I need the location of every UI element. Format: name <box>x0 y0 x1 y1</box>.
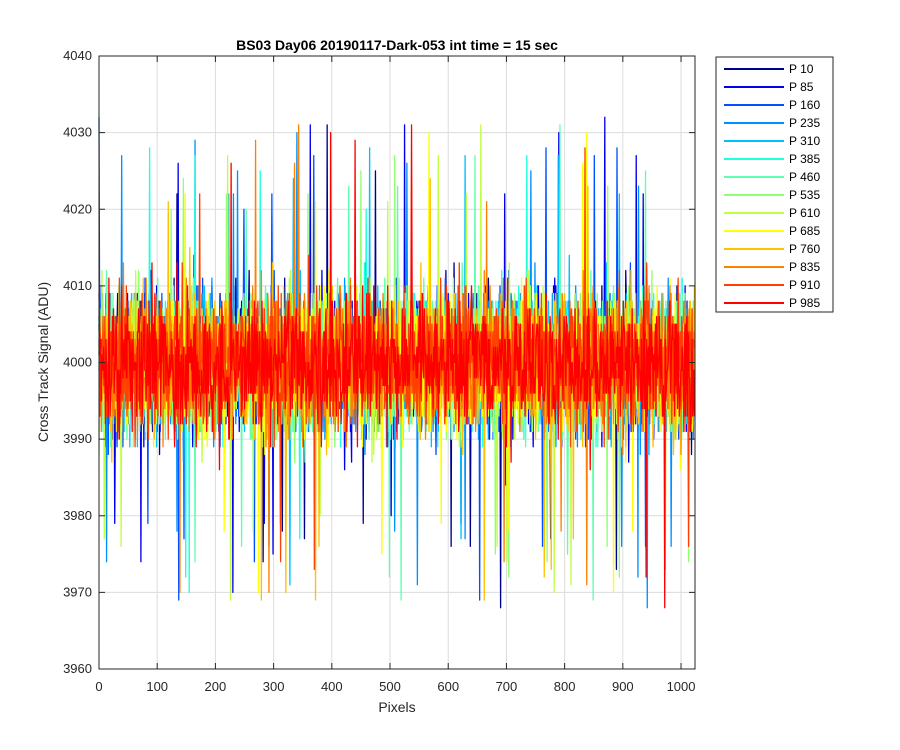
legend-entry-label: P 760 <box>789 242 820 256</box>
legend-entry-label: P 910 <box>789 278 820 292</box>
x-tick-label: 100 <box>146 679 168 694</box>
y-tick-label: 4010 <box>63 278 92 293</box>
legend-entry-label: P 460 <box>789 170 820 184</box>
series-line-p985 <box>98 124 696 609</box>
legend-entry-label: P 10 <box>789 62 814 76</box>
y-tick-label: 3970 <box>63 584 92 599</box>
x-tick-label: 700 <box>496 679 518 694</box>
legend-entry-label: P 385 <box>789 152 820 166</box>
x-tick-label: 800 <box>554 679 576 694</box>
series-layer <box>98 116 696 609</box>
legend-box <box>715 56 834 313</box>
x-axis-label: Pixels <box>378 699 415 715</box>
chart-title: BS03 Day06 20190117-Dark-053 int time = … <box>236 37 558 53</box>
legend-entry-label: P 85 <box>789 80 814 94</box>
legend-entry-label: P 985 <box>789 296 820 310</box>
y-axis-label: Cross Track Signal (ADU) <box>35 282 51 442</box>
x-tick-label: 500 <box>379 679 401 694</box>
x-tick-label: 900 <box>612 679 634 694</box>
legend-entry-label: P 160 <box>789 98 820 112</box>
y-tick-label: 3980 <box>63 508 92 523</box>
y-tick-label: 4020 <box>63 201 92 216</box>
x-tick-label: 200 <box>205 679 227 694</box>
legend-entry-label: P 535 <box>789 188 820 202</box>
ticks: 0 100 200 300 400 500 600 700 800 900 1000 3960 3970… <box>63 48 695 694</box>
x-tick-label: 400 <box>321 679 343 694</box>
legend-entry-label: P 310 <box>789 134 820 148</box>
legend-entry-label: P 685 <box>789 224 820 238</box>
y-tick-label: 3960 <box>63 661 92 676</box>
legend-entry-label: P 835 <box>789 260 820 274</box>
x-tick-label: 600 <box>437 679 459 694</box>
legend-entry-label: P 235 <box>789 116 820 130</box>
y-tick-label: 4000 <box>63 355 92 370</box>
legend: P 10 P 85 P 160 P 235 P 310 P 385 P 460 P 535 P … <box>715 56 834 313</box>
y-tick-label: 4040 <box>63 48 92 63</box>
x-tick-label: 0 <box>95 679 102 694</box>
x-tick-label: 1000 <box>667 679 696 694</box>
x-tick-label: 300 <box>263 679 285 694</box>
y-tick-label: 3990 <box>63 431 92 446</box>
legend-entry-label: P 610 <box>789 206 820 220</box>
y-tick-label: 4030 <box>63 125 92 140</box>
